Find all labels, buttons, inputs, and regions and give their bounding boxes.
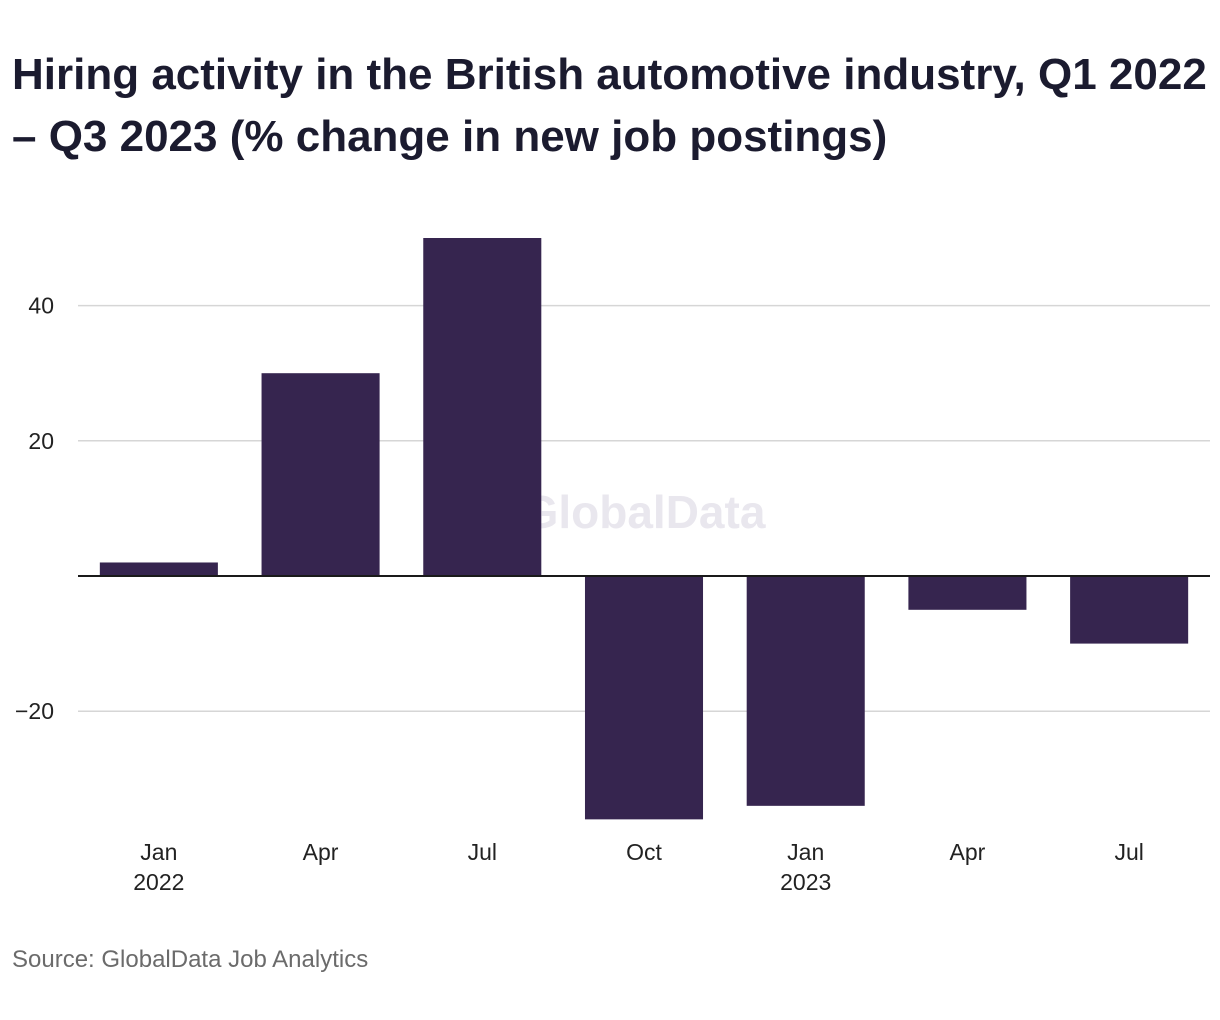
x-tick-label: Apr bbox=[950, 839, 986, 865]
x-tick-year-label: 2022 bbox=[133, 869, 184, 895]
x-tick-label: Jan bbox=[140, 839, 177, 865]
x-axis-ticks: Jan 2022 Apr Jul Oct Jan 2023 Apr Jul bbox=[133, 839, 1144, 895]
x-tick-year-label: 2023 bbox=[780, 869, 831, 895]
bar-chart: GlobalData −20 20 40 Jan 2022 Apr Jul Oct Jan 20… bbox=[15, 238, 1210, 895]
bar bbox=[99, 562, 218, 576]
x-tick-label: Jul bbox=[1114, 839, 1143, 865]
source-note: Source: GlobalData Job Analytics bbox=[12, 946, 369, 973]
bar bbox=[746, 576, 865, 806]
x-tick-label: Jul bbox=[468, 839, 497, 865]
y-axis-ticks: −20 20 40 bbox=[15, 293, 54, 725]
watermark-logo: GlobalData bbox=[523, 486, 766, 538]
bar bbox=[261, 373, 380, 576]
bar bbox=[584, 576, 704, 820]
bars bbox=[99, 238, 1189, 820]
y-tick-label: 20 bbox=[28, 428, 54, 454]
x-tick-label: Apr bbox=[303, 839, 339, 865]
bar bbox=[423, 238, 542, 576]
bar bbox=[908, 576, 1027, 610]
y-tick-label: −20 bbox=[15, 698, 54, 724]
x-tick-label: Oct bbox=[626, 839, 662, 865]
chart-title: Hiring activity in the British automotiv… bbox=[12, 50, 1207, 161]
x-tick-label: Jan bbox=[787, 839, 824, 865]
bar bbox=[1070, 576, 1189, 644]
y-tick-label: 40 bbox=[28, 293, 54, 319]
